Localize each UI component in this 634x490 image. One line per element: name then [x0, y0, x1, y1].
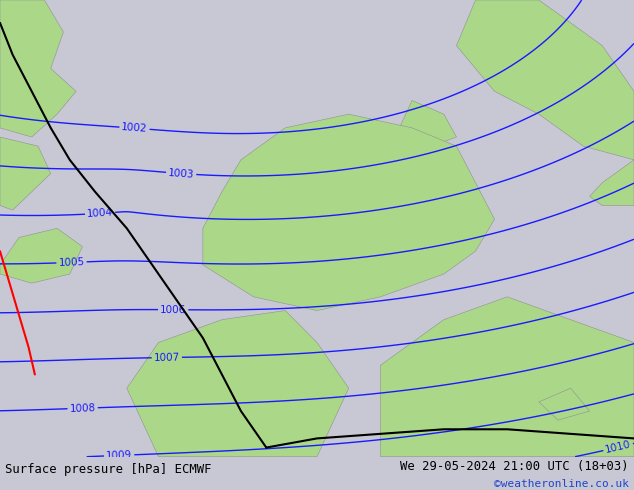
Text: 1006: 1006: [160, 305, 186, 315]
Text: 1005: 1005: [58, 257, 85, 268]
Polygon shape: [456, 0, 634, 160]
Text: 1003: 1003: [167, 168, 195, 179]
Text: 1002: 1002: [121, 122, 148, 134]
Text: 1007: 1007: [153, 352, 180, 363]
Text: 1004: 1004: [87, 208, 113, 219]
Polygon shape: [539, 388, 590, 420]
Text: 1010: 1010: [604, 440, 632, 455]
Polygon shape: [0, 137, 51, 210]
Text: We 29-05-2024 21:00 UTC (18+03): We 29-05-2024 21:00 UTC (18+03): [400, 460, 629, 473]
Polygon shape: [380, 297, 634, 457]
Text: Surface pressure [hPa] ECMWF: Surface pressure [hPa] ECMWF: [5, 463, 212, 476]
Polygon shape: [0, 0, 76, 137]
Polygon shape: [590, 160, 634, 205]
Polygon shape: [0, 228, 82, 283]
Polygon shape: [399, 100, 456, 146]
Text: 1009: 1009: [106, 450, 133, 461]
Polygon shape: [127, 311, 349, 457]
Text: 1008: 1008: [69, 403, 96, 414]
Polygon shape: [203, 114, 495, 311]
Text: ©weatheronline.co.uk: ©weatheronline.co.uk: [494, 479, 629, 489]
